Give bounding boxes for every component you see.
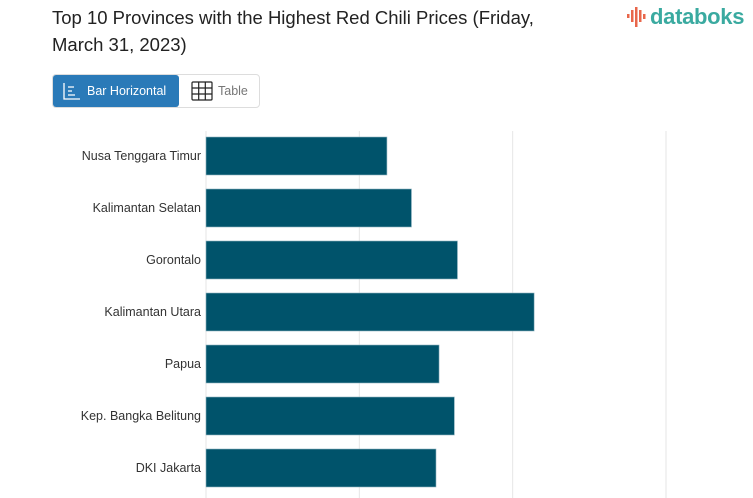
bar[interactable] [205, 136, 388, 176]
view-toggle: Bar Horizontal Table [52, 74, 260, 108]
logo-text: databoks [650, 4, 745, 29]
category-label: DKI Jakarta [136, 461, 201, 475]
bar-horizontal-label: Bar Horizontal [87, 84, 167, 98]
bar[interactable] [205, 396, 455, 436]
bar[interactable] [205, 292, 535, 332]
bar[interactable] [205, 344, 440, 384]
category-label: Papua [165, 357, 201, 371]
bar[interactable] [205, 240, 458, 280]
table-label: Table [218, 84, 248, 98]
table-button[interactable]: Table [179, 75, 248, 107]
category-label: Gorontalo [146, 253, 201, 267]
bar-horizontal-button[interactable]: Bar Horizontal [53, 75, 179, 107]
logo-bars-icon [627, 7, 646, 27]
category-label: Kalimantan Utara [104, 305, 201, 319]
bar-chart-icon [63, 83, 80, 100]
category-label: Kalimantan Selatan [93, 201, 201, 215]
bar[interactable] [205, 188, 412, 228]
table-icon [191, 81, 213, 101]
category-label: Nusa Tenggara Timur [82, 149, 201, 163]
category-label: Kep. Bangka Belitung [81, 409, 201, 423]
databoks-logo: databoks [626, 4, 744, 30]
bar-chart: Nusa Tenggara Timur Kalimantan Selatan Gor… [81, 131, 667, 498]
chart-title: Top 10 Provinces with the Highest Red Ch… [52, 7, 534, 55]
bar[interactable] [205, 448, 437, 488]
